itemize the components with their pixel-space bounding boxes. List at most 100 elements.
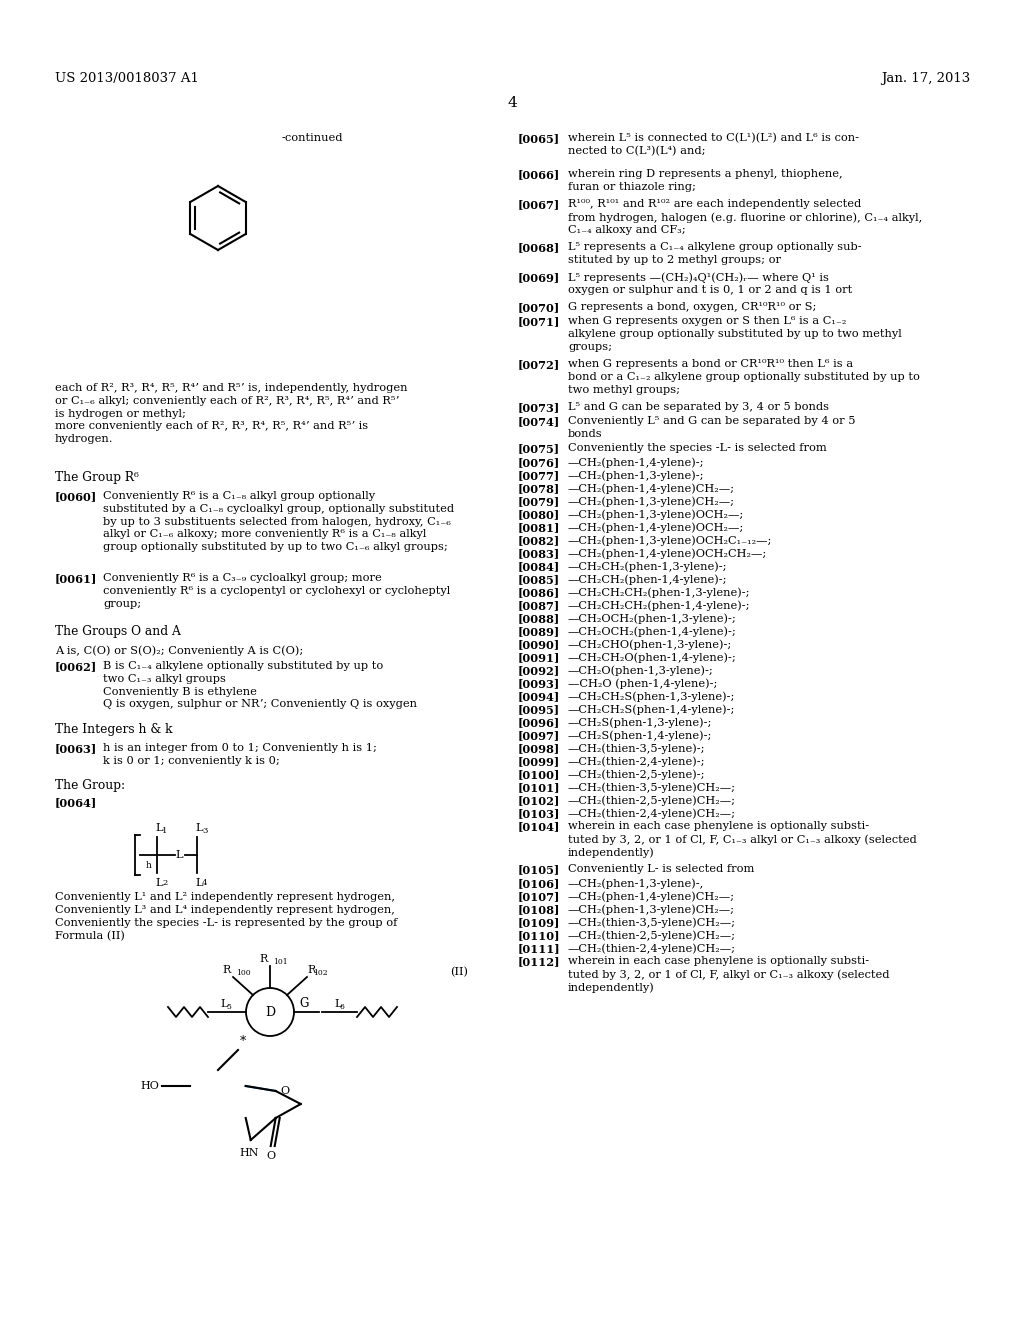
Text: R: R xyxy=(307,965,315,975)
Text: —CH₂(phen-1,4-ylene)CH₂—;: —CH₂(phen-1,4-ylene)CH₂—; xyxy=(568,483,735,494)
Text: [0074]: [0074] xyxy=(518,416,560,426)
Text: —CH₂CH₂CH₂(phen-1,4-ylene)-;: —CH₂CH₂CH₂(phen-1,4-ylene)-; xyxy=(568,601,751,611)
Text: [0073]: [0073] xyxy=(518,403,560,413)
Text: [0104]: [0104] xyxy=(518,821,560,832)
Text: [0086]: [0086] xyxy=(518,587,560,598)
Text: —CH₂S(phen-1,3-ylene)-;: —CH₂S(phen-1,3-ylene)-; xyxy=(568,717,713,727)
Text: [0075]: [0075] xyxy=(518,444,560,454)
Text: US 2013/0018037 A1: US 2013/0018037 A1 xyxy=(55,73,199,84)
Text: [0092]: [0092] xyxy=(518,665,560,676)
Text: h is an integer from 0 to 1; Conveniently h is 1;
k is 0 or 1; conveniently k is: h is an integer from 0 to 1; Convenientl… xyxy=(103,743,377,766)
Text: [0062]: [0062] xyxy=(55,661,97,672)
Text: L: L xyxy=(175,850,182,861)
Text: —CH₂(thien-3,5-ylene)CH₂—;: —CH₂(thien-3,5-ylene)CH₂—; xyxy=(568,917,736,928)
Text: [0112]: [0112] xyxy=(518,956,560,968)
Text: [0064]: [0064] xyxy=(55,797,97,808)
Text: L: L xyxy=(155,878,163,888)
Text: Conveniently R⁶ is a C₃₋₉ cycloalkyl group; more
conveniently R⁶ is a cyclopenty: Conveniently R⁶ is a C₃₋₉ cycloalkyl gro… xyxy=(103,573,451,609)
Text: [0110]: [0110] xyxy=(518,931,560,941)
Text: —CH₂OCH₂(phen-1,3-ylene)-;: —CH₂OCH₂(phen-1,3-ylene)-; xyxy=(568,612,736,623)
Text: [0094]: [0094] xyxy=(518,690,560,702)
Text: [0100]: [0100] xyxy=(518,770,560,780)
Text: [0063]: [0063] xyxy=(55,743,97,754)
Text: D: D xyxy=(265,1006,275,1019)
Text: [0088]: [0088] xyxy=(518,612,560,624)
Text: 1: 1 xyxy=(162,828,167,836)
Text: L: L xyxy=(155,822,163,833)
Text: [0107]: [0107] xyxy=(518,891,560,902)
Text: —CH₂(phen-1,4-ylene)OCH₂CH₂—;: —CH₂(phen-1,4-ylene)OCH₂CH₂—; xyxy=(568,548,767,558)
Text: [0069]: [0069] xyxy=(518,272,560,282)
Text: —CH₂CH₂S(phen-1,4-ylene)-;: —CH₂CH₂S(phen-1,4-ylene)-; xyxy=(568,704,735,714)
Text: [0083]: [0083] xyxy=(518,548,560,558)
Text: The Groups O and A: The Groups O and A xyxy=(55,624,181,638)
Text: Conveniently the species -L- is selected from: Conveniently the species -L- is selected… xyxy=(568,444,826,453)
Text: O: O xyxy=(281,1086,290,1096)
Text: A is, C(O) or S(O)₂; Conveniently A is C(O);: A is, C(O) or S(O)₂; Conveniently A is C… xyxy=(55,645,303,656)
Text: [0103]: [0103] xyxy=(518,808,560,818)
Text: G represents a bond, oxygen, CR¹⁰R¹⁰ or S;: G represents a bond, oxygen, CR¹⁰R¹⁰ or … xyxy=(568,302,816,312)
Text: [0060]: [0060] xyxy=(55,491,97,502)
Text: [0087]: [0087] xyxy=(518,601,560,611)
Text: —CH₂(thien-2,4-ylene)CH₂—;: —CH₂(thien-2,4-ylene)CH₂—; xyxy=(568,808,736,818)
Text: R: R xyxy=(223,965,231,975)
Text: [0061]: [0061] xyxy=(55,573,97,583)
Text: —CH₂(phen-1,3-ylene)OCH₂C₁₋₁₂—;: —CH₂(phen-1,3-ylene)OCH₂C₁₋₁₂—; xyxy=(568,535,772,545)
Text: —CH₂(thien-2,4-ylene)-;: —CH₂(thien-2,4-ylene)-; xyxy=(568,756,706,767)
Text: —CH₂(thien-2,4-ylene)CH₂—;: —CH₂(thien-2,4-ylene)CH₂—; xyxy=(568,942,736,953)
Text: R¹⁰⁰, R¹⁰¹ and R¹⁰² are each independently selected
from hydrogen, halogen (e.g.: R¹⁰⁰, R¹⁰¹ and R¹⁰² are each independent… xyxy=(568,199,923,235)
Text: [0111]: [0111] xyxy=(518,942,560,954)
Text: 6: 6 xyxy=(340,1003,345,1011)
Text: [0082]: [0082] xyxy=(518,535,560,546)
Text: —CH₂S(phen-1,4-ylene)-;: —CH₂S(phen-1,4-ylene)-; xyxy=(568,730,713,741)
Text: —CH₂(phen-1,3-ylene)-;: —CH₂(phen-1,3-ylene)-; xyxy=(568,470,705,480)
Text: —CH₂(thien-3,5-ylene)CH₂—;: —CH₂(thien-3,5-ylene)CH₂—; xyxy=(568,781,736,792)
Text: [0070]: [0070] xyxy=(518,302,560,313)
Text: [0068]: [0068] xyxy=(518,242,560,253)
Text: —CH₂OCH₂(phen-1,4-ylene)-;: —CH₂OCH₂(phen-1,4-ylene)-; xyxy=(568,626,736,636)
Text: O: O xyxy=(266,1151,275,1162)
Text: —CH₂CH₂(phen-1,4-ylene)-;: —CH₂CH₂(phen-1,4-ylene)-; xyxy=(568,574,727,585)
Text: [0096]: [0096] xyxy=(518,717,560,729)
Text: L: L xyxy=(334,999,341,1008)
Text: —CH₂O(phen-1,3-ylene)-;: —CH₂O(phen-1,3-ylene)-; xyxy=(568,665,714,676)
Text: L: L xyxy=(220,999,227,1008)
Text: 4: 4 xyxy=(507,96,517,110)
Text: L⁵ represents —(CH₂)₄Q¹(CH₂)ᵣ— where Q¹ is
oxygen or sulphur and t is 0, 1 or 2 : L⁵ represents —(CH₂)₄Q¹(CH₂)ᵣ— where Q¹ … xyxy=(568,272,852,296)
Text: [0093]: [0093] xyxy=(518,678,560,689)
Text: when G represents a bond or CR¹⁰R¹⁰ then L⁶ is a
bond or a C₁₋₂ alkylene group o: when G represents a bond or CR¹⁰R¹⁰ then… xyxy=(568,359,920,395)
Text: —CH₂CH₂O(phen-1,4-ylene)-;: —CH₂CH₂O(phen-1,4-ylene)-; xyxy=(568,652,736,663)
Text: —CH₂(thien-3,5-ylene)-;: —CH₂(thien-3,5-ylene)-; xyxy=(568,743,706,754)
Text: —CH₂(thien-2,5-ylene)-;: —CH₂(thien-2,5-ylene)-; xyxy=(568,770,706,780)
Text: [0095]: [0095] xyxy=(518,704,560,715)
Text: —CH₂CH₂CH₂(phen-1,3-ylene)-;: —CH₂CH₂CH₂(phen-1,3-ylene)-; xyxy=(568,587,751,598)
Text: [0105]: [0105] xyxy=(518,865,560,875)
Text: [0097]: [0097] xyxy=(518,730,560,741)
Text: [0078]: [0078] xyxy=(518,483,560,494)
Text: [0109]: [0109] xyxy=(518,917,560,928)
Text: —CH₂(phen-1,4-ylene)OCH₂—;: —CH₂(phen-1,4-ylene)OCH₂—; xyxy=(568,521,744,532)
Text: [0102]: [0102] xyxy=(518,795,560,807)
Text: —CH₂(phen-1,4-ylene)-;: —CH₂(phen-1,4-ylene)-; xyxy=(568,457,705,467)
Text: —CH₂(phen-1,3-ylene)CH₂—;: —CH₂(phen-1,3-ylene)CH₂—; xyxy=(568,904,735,915)
Text: G: G xyxy=(299,997,308,1010)
Text: —CH₂(thien-2,5-ylene)CH₂—;: —CH₂(thien-2,5-ylene)CH₂—; xyxy=(568,795,736,805)
Text: wherein ring D represents a phenyl, thiophene,
furan or thiazole ring;: wherein ring D represents a phenyl, thio… xyxy=(568,169,843,191)
Text: L⁵ and G can be separated by 3, 4 or 5 bonds: L⁵ and G can be separated by 3, 4 or 5 b… xyxy=(568,403,829,412)
Text: L: L xyxy=(195,822,203,833)
Text: L: L xyxy=(195,878,203,888)
Text: The Integers h & k: The Integers h & k xyxy=(55,723,172,737)
Text: 5: 5 xyxy=(226,1003,230,1011)
Text: [0089]: [0089] xyxy=(518,626,560,638)
Text: [0091]: [0091] xyxy=(518,652,560,663)
Text: HO: HO xyxy=(140,1081,160,1092)
Text: wherein L⁵ is connected to C(L¹)(L²) and L⁶ is con-
nected to C(L³)(L⁴) and;: wherein L⁵ is connected to C(L¹)(L²) and… xyxy=(568,133,859,157)
Text: [0065]: [0065] xyxy=(518,133,560,144)
Text: *: * xyxy=(240,1035,246,1048)
Text: 100: 100 xyxy=(236,969,251,977)
Text: Conveniently L⁵ and G can be separated by 4 or 5
bonds: Conveniently L⁵ and G can be separated b… xyxy=(568,416,855,438)
Text: —CH₂(phen-1,4-ylene)CH₂—;: —CH₂(phen-1,4-ylene)CH₂—; xyxy=(568,891,735,902)
Text: [0072]: [0072] xyxy=(518,359,560,370)
Text: (II): (II) xyxy=(450,968,468,977)
Text: [0079]: [0079] xyxy=(518,496,560,507)
